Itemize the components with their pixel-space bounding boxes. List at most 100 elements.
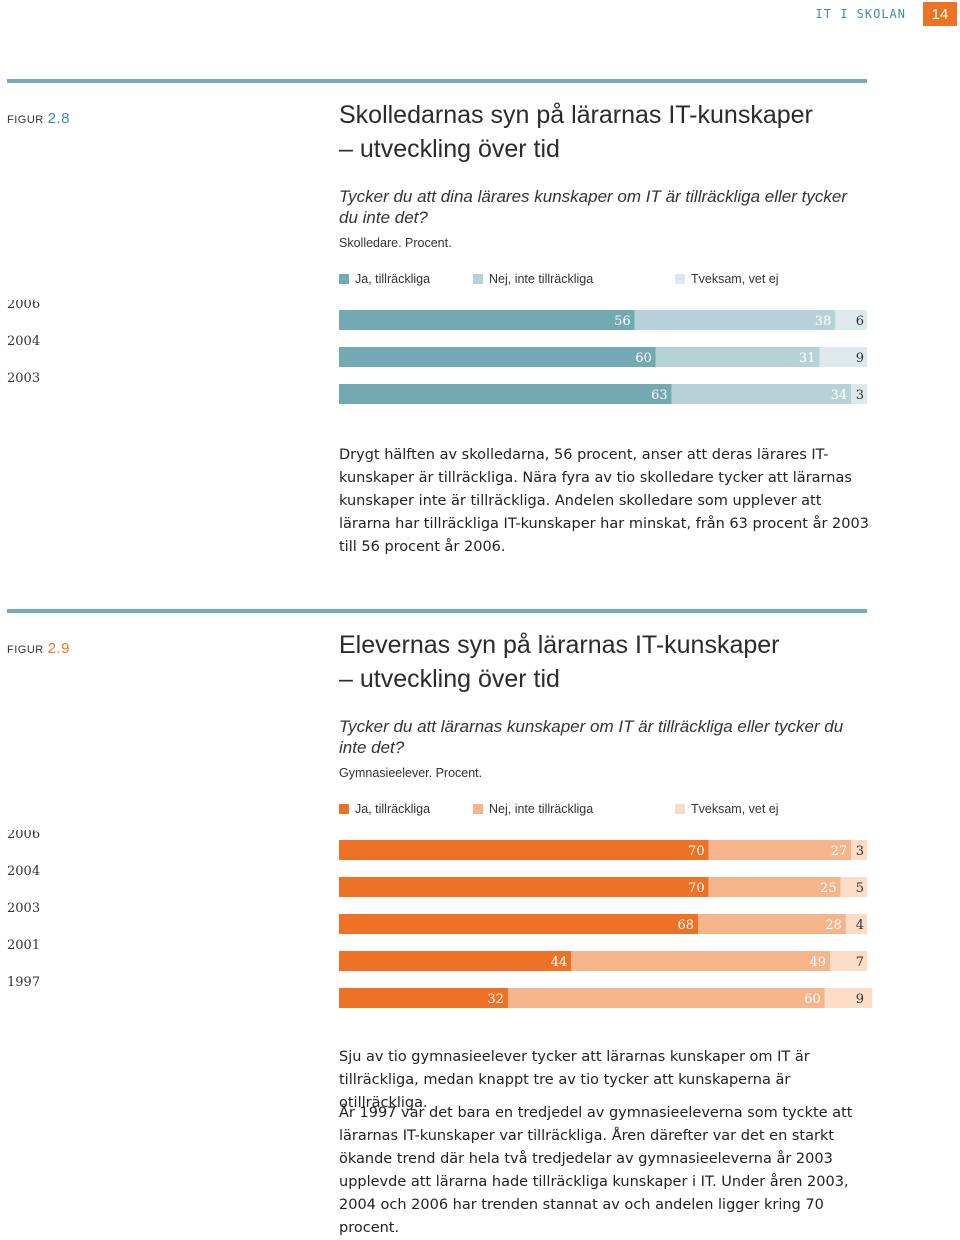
legend-item-yes: Ja, tillräckliga: [339, 802, 430, 816]
chart-principals: 2006 56 38 6 2004 60 31 9 2003 63 34 3: [0, 300, 880, 410]
figure-note: Skolledare. Procent.: [339, 236, 452, 250]
figure-divider: [7, 609, 867, 613]
legend-label: Ja, tillräckliga: [355, 272, 431, 286]
legend-swatch: [675, 804, 685, 814]
data-label: 31: [799, 351, 816, 366]
chart-legend: Ja, tillräckliga Nej, inte tillräckliga …: [339, 802, 867, 818]
figure-label: figur 2.9: [7, 640, 70, 657]
bar-segment: [708, 840, 852, 860]
figure-note: Gymnasieelever. Procent.: [339, 766, 483, 780]
category-label: 2006: [7, 830, 40, 842]
figure-title-line2: – utveckling över tid: [339, 135, 560, 163]
category-label: 2004: [7, 864, 40, 879]
bar-segment: [835, 310, 867, 330]
category-label: 2003: [7, 901, 40, 916]
figure-divider: [7, 79, 867, 83]
bar-segment: [339, 988, 508, 1008]
data-label: 7: [856, 955, 864, 970]
bar-segment: [851, 840, 867, 860]
data-label: 38: [815, 314, 832, 329]
category-label: 2004: [7, 334, 40, 349]
legend-swatch: [473, 274, 483, 284]
data-label: 56: [614, 314, 631, 329]
legend-label: Tveksam, vet ej: [691, 802, 779, 816]
data-label: 63: [651, 388, 668, 403]
data-label: 9: [856, 992, 864, 1007]
data-label: 9: [856, 351, 864, 366]
chart-students: 2006 70 27 3 2004 70 25 5 2003 68 28 4 2001 44 49 7 1997…: [0, 830, 880, 1015]
bar-segment: [339, 914, 699, 934]
bar-segment: [840, 877, 867, 897]
survey-question: Tycker du att dina lärares kunskaper om …: [339, 187, 847, 227]
figure-label-word: figur: [7, 114, 44, 126]
data-label: 68: [677, 918, 694, 933]
data-label: 34: [831, 388, 848, 403]
legend-item-unsure: Tveksam, vet ej: [675, 272, 779, 286]
data-label: 3: [856, 388, 864, 403]
category-label: 1997: [7, 975, 40, 990]
legend-label: Nej, inte tillräckliga: [489, 802, 594, 816]
stacked-bar-chart-students: 2006 70 27 3 2004 70 25 5 2003 68 28 4 2001 44 49 7 1997…: [7, 830, 873, 1008]
body-paragraph: Drygt hälften av skolledarna, 56 procent…: [339, 447, 869, 555]
legend-swatch: [675, 274, 685, 284]
data-label: 44: [551, 955, 568, 970]
bar-segment: [845, 914, 867, 934]
bar-segment: [634, 310, 836, 330]
legend-label: Ja, tillräckliga: [355, 802, 431, 816]
figure-title-line1: Elevernas syn på lärarnas IT-kunskaper: [339, 631, 780, 659]
legend-item-yes: Ja, tillräckliga: [339, 272, 430, 286]
legend-swatch: [339, 274, 349, 284]
legend-item-unsure: Tveksam, vet ej: [675, 802, 779, 816]
data-label: 6: [856, 314, 864, 329]
data-label: 25: [820, 881, 837, 896]
data-label: 70: [688, 881, 705, 896]
legend-swatch: [339, 804, 349, 814]
data-label: 49: [809, 955, 826, 970]
bar-segment: [851, 384, 867, 404]
figure-label-number: 2.9: [47, 640, 70, 657]
bar-segment: [339, 877, 709, 897]
legend-item-no: Nej, inte tillräckliga: [473, 802, 593, 816]
data-label: 60: [635, 351, 652, 366]
bar-segment: [507, 988, 825, 1008]
category-label: 2006: [7, 300, 40, 312]
data-label: 70: [688, 844, 705, 859]
bar-segment: [824, 988, 873, 1008]
bar-segment: [671, 384, 852, 404]
section-header: IT I SKOLAN: [815, 7, 906, 21]
body-paragraph: År 1997 var det bara en tredjedel av gym…: [339, 1105, 853, 1236]
data-label: 60: [804, 992, 821, 1007]
bar-segment: [339, 384, 672, 404]
data-label: 27: [831, 844, 848, 859]
figure-title-line1: Skolledarnas syn på lärarnas IT-kunskape…: [339, 101, 813, 129]
figure-title: Skolledarnas syn på lärarnas IT-kunskape…: [339, 98, 879, 166]
legend-label: Nej, inte tillräckliga: [489, 272, 594, 286]
bar-segment: [339, 951, 572, 971]
body-paragraph: Sju av tio gymnasieelever tycker att lär…: [339, 1049, 810, 1111]
data-label: 5: [856, 881, 864, 896]
bar-segment: [819, 347, 867, 367]
survey-question: Tycker du att lärarnas kunskaper om IT ä…: [339, 717, 844, 757]
bar-segment: [571, 951, 831, 971]
legend-item-no: Nej, inte tillräckliga: [473, 272, 593, 286]
page-number: 14: [923, 2, 957, 26]
bar-segment: [339, 347, 656, 367]
data-label: 28: [825, 918, 842, 933]
legend-label: Tveksam, vet ej: [691, 272, 779, 286]
figure-label: figur 2.8: [7, 110, 70, 127]
chart-legend: Ja, tillräckliga Nej, inte tillräckliga …: [339, 272, 867, 288]
legend-swatch: [473, 804, 483, 814]
data-label: 3: [856, 844, 864, 859]
bar-segment: [339, 840, 709, 860]
bar-segment: [339, 310, 635, 330]
bar-segment: [830, 951, 867, 971]
data-label: 4: [856, 918, 864, 933]
data-label: 32: [487, 992, 504, 1007]
stacked-bar-chart-principals: 2006 56 38 6 2004 60 31 9 2003 63 34 3: [7, 300, 867, 404]
figure-title-line2: – utveckling över tid: [339, 665, 560, 693]
figure-label-number: 2.8: [47, 110, 70, 127]
figure-label-word: figur: [7, 644, 44, 656]
bar-segment: [708, 877, 841, 897]
category-label: 2001: [7, 938, 40, 953]
category-label: 2003: [7, 371, 40, 386]
